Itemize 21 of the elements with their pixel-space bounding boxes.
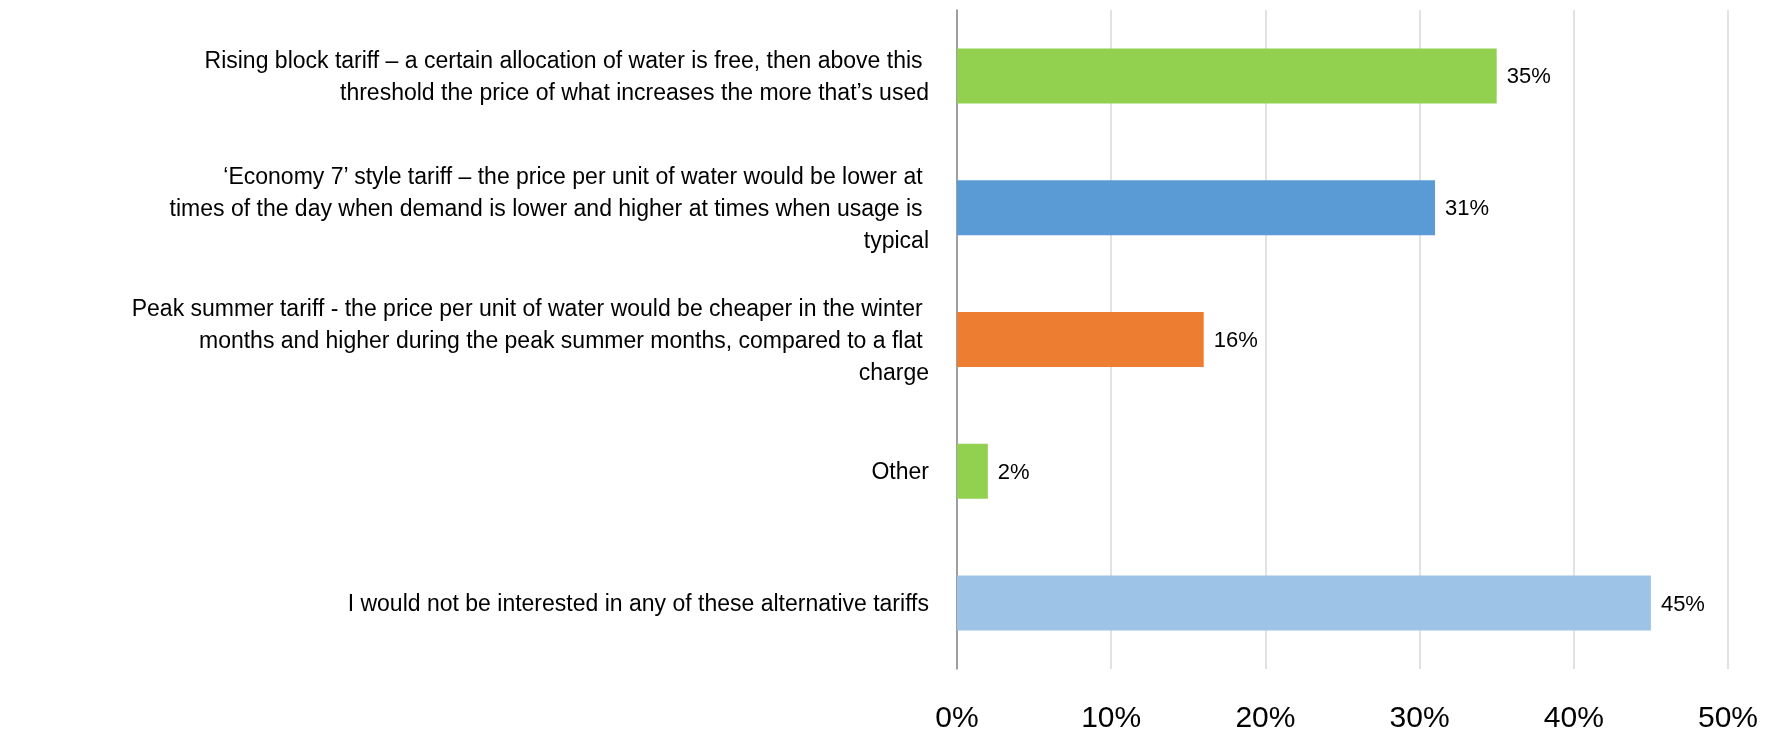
x-tick-label: 10% <box>1081 699 1142 733</box>
data-label: 35% <box>1506 63 1551 89</box>
data-label: 16% <box>1213 327 1258 352</box>
data-label: 31% <box>1445 195 1490 221</box>
y-tick-label: Rising block tariff – a certain allocation of water is free, then above this threshold the price of what increases the more that’s used <box>204 46 929 105</box>
x-tick-label: 20% <box>1235 699 1296 733</box>
data-label: 45% <box>1660 590 1705 616</box>
bar <box>957 48 1497 104</box>
data-label: 2% <box>997 458 1030 484</box>
x-tick-label: 50% <box>1697 699 1759 733</box>
y-tick-label: Peak summer tariff - the price per unit of water would be cheaper in the winter months and higher during the peak summer months, compared to a flat charge <box>131 294 929 385</box>
y-tick-label: ‘Economy 7’ style tariff – the price per unit of water would be lower at times of the day when demand is lower and higher at times when usage is typical <box>169 162 929 253</box>
bar <box>957 443 988 499</box>
bar <box>957 575 1651 631</box>
y-tick-label: Other <box>871 458 930 485</box>
x-tick-label: 0% <box>935 699 979 733</box>
x-tick-label: 40% <box>1543 699 1604 733</box>
y-tick-label: I would not be interested in any of these alternative tariffs <box>347 590 929 617</box>
bar <box>957 180 1436 236</box>
bar <box>957 312 1204 367</box>
x-tick-label: 30% <box>1389 699 1450 733</box>
